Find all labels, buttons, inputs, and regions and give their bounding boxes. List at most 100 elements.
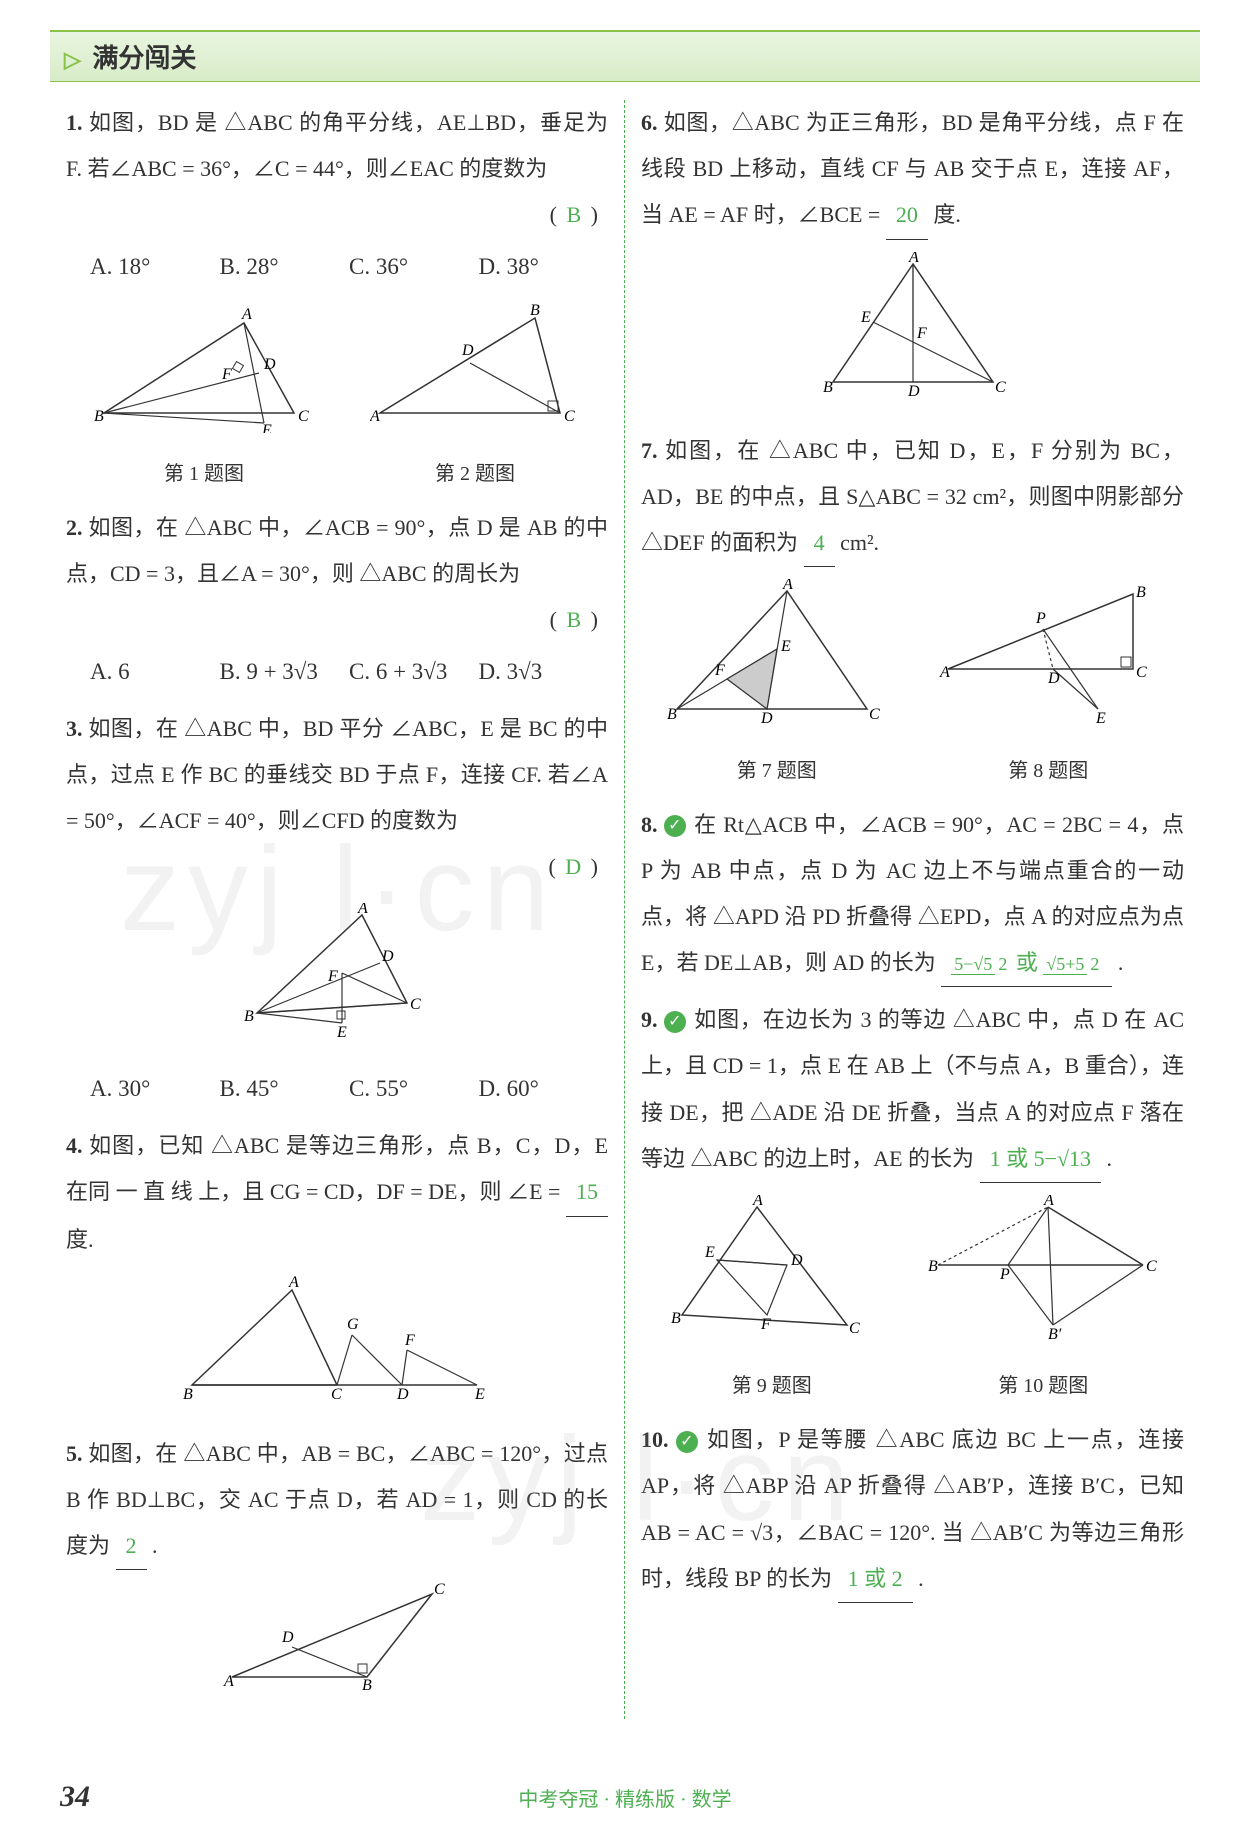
svg-text:C: C [410, 996, 421, 1013]
answer-paren: ( D ) [66, 844, 598, 890]
problem-text: 如图，已知 △ABC 是等边三角形，点 B，C，D，E 在同 一 直 线 上，且… [66, 1133, 608, 1204]
problem-2: 2. 如图，在 △ABC 中，∠ACB = 90°，点 D 是 AB 的中点，C… [66, 505, 608, 696]
figure-caption: 第 2 题图 [370, 453, 580, 495]
problem-number: 6. [641, 110, 658, 135]
answer-paren: ( B ) [66, 192, 598, 238]
svg-text:D: D [1047, 670, 1060, 687]
svg-text:B: B [823, 379, 833, 396]
svg-text:A: A [223, 1673, 234, 1690]
svg-text:C: C [869, 706, 880, 723]
figure-q8: A B C D P E 第 8 题图 [938, 579, 1158, 791]
options-row: A. 18° B. 28° C. 36° D. 38° [90, 243, 608, 291]
svg-text:D: D [381, 948, 394, 965]
svg-text:C: C [564, 408, 575, 425]
problem-8: 8. ✓ 在 Rt△ACB 中，∠ACB = 90°，AC = 2BC = 4，… [641, 802, 1184, 988]
problem-number: 7. [641, 438, 658, 463]
problem-number: 2. [66, 515, 83, 540]
svg-text:P: P [1035, 610, 1046, 627]
svg-text:D: D [461, 342, 474, 359]
problem-4: 4. 如图，已知 △ABC 是等边三角形，点 B，C，D，E 在同 一 直 线 … [66, 1123, 608, 1421]
problem-7: 7. 如图，在 △ABC 中，已知 D，E，F 分别为 BC，AD，BE 的中点… [641, 428, 1184, 792]
figure-q2: B A C D 第 2 题图 [370, 303, 580, 495]
svg-text:A: A [370, 408, 380, 425]
options-row: A. 6 B. 9 + 3√3 C. 6 + 3√3 D. 3√3 [90, 648, 608, 696]
svg-text:F: F [404, 1332, 415, 1349]
svg-text:C: C [1146, 1258, 1157, 1275]
figure-caption: 第 7 题图 [667, 750, 887, 792]
svg-text:C: C [1136, 664, 1147, 681]
svg-text:E: E [1095, 710, 1106, 727]
problem-text-tail: . [1118, 950, 1124, 975]
figure-q10: A B C P B′ 第 10 题图 [928, 1195, 1158, 1407]
svg-text:D: D [907, 383, 920, 400]
problem-6: 6. 如图，△ABC 为正三角形，BD 是角平分线，点 F 在线段 BD 上移动… [641, 100, 1184, 418]
option-b: B. 9 + 3√3 [220, 648, 350, 696]
answer-value: 2 [116, 1523, 147, 1570]
triangle-fig-8: A B C D P E [938, 579, 1158, 729]
svg-text:B: B [667, 706, 677, 723]
problem-text: 如图，在边长为 3 的等边 △ABC 中，点 D 在 AC 上，且 CD = 1… [641, 1007, 1184, 1171]
figure-q6: A B C D E F [813, 252, 1013, 418]
problem-text: 如图，P 是等腰 △ABC 底边 BC 上一点，连接 AP，将 △ABP 沿 A… [641, 1427, 1184, 1591]
svg-text:B: B [94, 408, 104, 425]
footer-text: 中考夺冠 · 精练版 · 数学 [518, 1783, 731, 1812]
triangle-fig-5: A B C D [222, 1582, 452, 1692]
figure-caption: 第 9 题图 [667, 1365, 877, 1407]
arrow-icon: ▷ [64, 47, 81, 72]
problem-text: 如图，BD 是 △ABC 的角平分线，AE⊥BD，垂足为 F. 若∠ABC = … [66, 110, 608, 181]
problem-text-tail: 度. [66, 1227, 94, 1252]
answer-value: 4 [804, 520, 835, 567]
triangle-fig-1: A B C D E F [94, 303, 314, 433]
left-column: 1. 如图，BD 是 △ABC 的角平分线，AE⊥BD，垂足为 F. 若∠ABC… [50, 100, 625, 1719]
svg-text:A: A [288, 1275, 299, 1291]
problem-10: 10. ✓ 如图，P 是等腰 △ABC 底边 BC 上一点，连接 AP，将 △A… [641, 1417, 1184, 1603]
figure-caption: 第 8 题图 [938, 750, 1158, 792]
svg-text:D: D [790, 1252, 803, 1269]
svg-text:B: B [244, 1008, 254, 1025]
svg-text:B: B [671, 1310, 681, 1327]
svg-text:D: D [263, 356, 276, 373]
svg-text:C: C [849, 1320, 860, 1337]
svg-text:B: B [183, 1386, 193, 1403]
triangle-fig-6: A B C D E F [813, 252, 1013, 402]
section-title: 满分闯关 [92, 44, 196, 73]
problem-text: 如图，在 △ABC 中，BD 平分 ∠ABC，E 是 BC 的中点，过点 E 作… [66, 716, 608, 833]
svg-text:D: D [281, 1629, 294, 1646]
svg-text:A: A [752, 1195, 763, 1209]
answer-value: 20 [886, 192, 928, 239]
problem-number: 1. [66, 110, 83, 135]
section-header: ▷ 满分闯关 [50, 30, 1200, 82]
figure-q9: A B C D E F 第 9 题图 [667, 1195, 877, 1407]
problem-text: 如图，在 △ABC 中，AB = BC，∠ABC = 120°，过点 B 作 B… [66, 1441, 608, 1558]
svg-text:C: C [331, 1386, 342, 1403]
svg-text:D: D [396, 1386, 409, 1403]
figure-q1: A B C D E F 第 1 题图 [94, 303, 314, 495]
svg-text:C: C [434, 1582, 445, 1598]
answer-value: B [562, 607, 585, 632]
check-icon: ✓ [664, 815, 686, 837]
svg-text:F: F [760, 1316, 771, 1333]
problem-text-tail: . [1107, 1146, 1113, 1171]
option-c: C. 6 + 3√3 [349, 648, 479, 696]
triangle-fig-4: A B C D E G F [177, 1275, 497, 1405]
problem-number: 4. [66, 1133, 83, 1158]
svg-text:A: A [241, 306, 252, 323]
option-c: C. 55° [349, 1065, 479, 1113]
problem-text-tail: . [152, 1533, 158, 1558]
figure-q4: A B C D E G F [177, 1275, 497, 1421]
svg-text:A: A [357, 903, 368, 917]
svg-text:F: F [221, 366, 232, 383]
problem-text: 如图，在 △ABC 中，∠ACB = 90°，点 D 是 AB 的中点，CD =… [66, 515, 608, 586]
figure-q3: A B C D E F [242, 903, 432, 1059]
svg-text:B: B [928, 1258, 938, 1275]
option-a: A. 6 [90, 648, 220, 696]
option-a: A. 18° [90, 243, 220, 291]
svg-text:C: C [995, 379, 1006, 396]
svg-text:G: G [347, 1316, 359, 1333]
option-b: B. 45° [220, 1065, 350, 1113]
answer-value: 5−√52 或 √5+52 [941, 940, 1112, 987]
answer-value: D [561, 854, 585, 879]
svg-text:F: F [714, 662, 725, 679]
option-b: B. 28° [220, 243, 350, 291]
problem-number: 10. [641, 1427, 669, 1452]
